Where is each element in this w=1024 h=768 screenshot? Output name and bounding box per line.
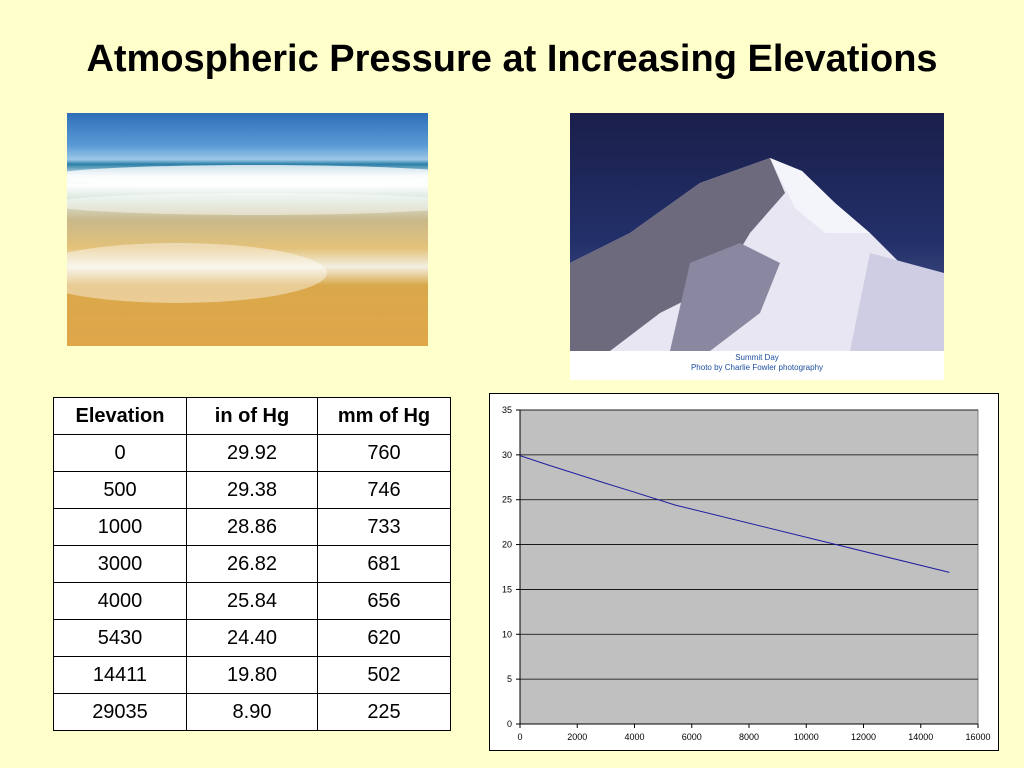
table-cell: 25.84 (186, 582, 318, 620)
table-cell: 29.92 (186, 434, 318, 472)
table-cell: 500 (53, 471, 187, 509)
table-row: 5430 24.40 620 (53, 619, 451, 657)
table-row: 1000 28.86 733 (53, 508, 451, 546)
column-header-mm-hg: mm of Hg (317, 397, 451, 435)
table-cell: 502 (317, 656, 451, 694)
wave-foam (67, 243, 327, 303)
caption-line: Summit Day (735, 353, 779, 362)
y-tick-label: 35 (502, 405, 512, 415)
photo-caption: Summit Day Photo by Charlie Fowler photo… (570, 353, 944, 373)
mountain-peak (570, 158, 944, 351)
table-cell: 733 (317, 508, 451, 546)
pressure-chart: 0 5 10 15 20 25 30 35 0 2000 4000 6000 8000 10000 1200… (489, 393, 999, 751)
table-cell: 3000 (53, 545, 187, 583)
y-tick-label: 5 (507, 674, 512, 684)
x-tick-label: 6000 (682, 732, 702, 742)
table-cell: 1000 (53, 508, 187, 546)
y-tick-label: 25 (502, 495, 512, 505)
table-row: 3000 26.82 681 (53, 545, 451, 583)
table-cell: 760 (317, 434, 451, 472)
table-cell: 681 (317, 545, 451, 583)
table-cell: 29.38 (186, 471, 318, 509)
x-tick-label: 10000 (794, 732, 819, 742)
beach-photo (67, 113, 428, 346)
y-tick-label: 30 (502, 450, 512, 460)
table-cell: 5430 (53, 619, 187, 657)
table-cell: 4000 (53, 582, 187, 620)
x-tick-label: 4000 (624, 732, 644, 742)
y-tick-label: 20 (502, 540, 512, 550)
table-cell: 24.40 (186, 619, 318, 657)
table-cell: 0 (53, 434, 187, 472)
x-tick-label: 0 (517, 732, 522, 742)
table-row: 4000 25.84 656 (53, 582, 451, 620)
table-cell: 225 (317, 693, 451, 731)
x-tick-label: 8000 (739, 732, 759, 742)
table-row: 29035 8.90 225 (53, 693, 451, 731)
table-cell: 746 (317, 471, 451, 509)
table-header-row: Elevation in of Hg mm of Hg (53, 397, 451, 435)
table-cell: 14411 (53, 656, 187, 694)
table-row: 14411 19.80 502 (53, 656, 451, 694)
table-row: 500 29.38 746 (53, 471, 451, 509)
x-tick-label: 16000 (965, 732, 990, 742)
x-tick-label: 12000 (851, 732, 876, 742)
table-cell: 620 (317, 619, 451, 657)
pressure-table: Elevation in of Hg mm of Hg 0 29.92 760 … (53, 397, 451, 731)
column-header-elevation: Elevation (53, 397, 187, 435)
y-tick-label: 10 (502, 629, 512, 639)
page-title: Atmospheric Pressure at Increasing Eleva… (86, 38, 938, 80)
table-cell: 26.82 (186, 545, 318, 583)
series-line (519, 455, 950, 573)
wave-foam (67, 165, 428, 187)
x-tick-label: 2000 (567, 732, 587, 742)
table-cell: 28.86 (186, 508, 318, 546)
y-tick-label: 0 (507, 719, 512, 729)
table-row: 0 29.92 760 (53, 434, 451, 472)
table-cell: 656 (317, 582, 451, 620)
mountain-photo: Summit Day Photo by Charlie Fowler photo… (570, 113, 944, 380)
plot-area (519, 409, 979, 725)
table-cell: 19.80 (186, 656, 318, 694)
table-cell: 8.90 (186, 693, 318, 731)
chart-svg: 0 5 10 15 20 25 30 35 0 2000 4000 6000 8000 10000 1200… (502, 405, 991, 742)
y-tick-label: 15 (502, 584, 512, 594)
x-tick-label: 14000 (908, 732, 933, 742)
wave-foam (67, 193, 428, 215)
column-header-in-hg: in of Hg (186, 397, 318, 435)
table-cell: 29035 (53, 693, 187, 731)
caption-line: Photo by Charlie Fowler photography (690, 363, 824, 372)
